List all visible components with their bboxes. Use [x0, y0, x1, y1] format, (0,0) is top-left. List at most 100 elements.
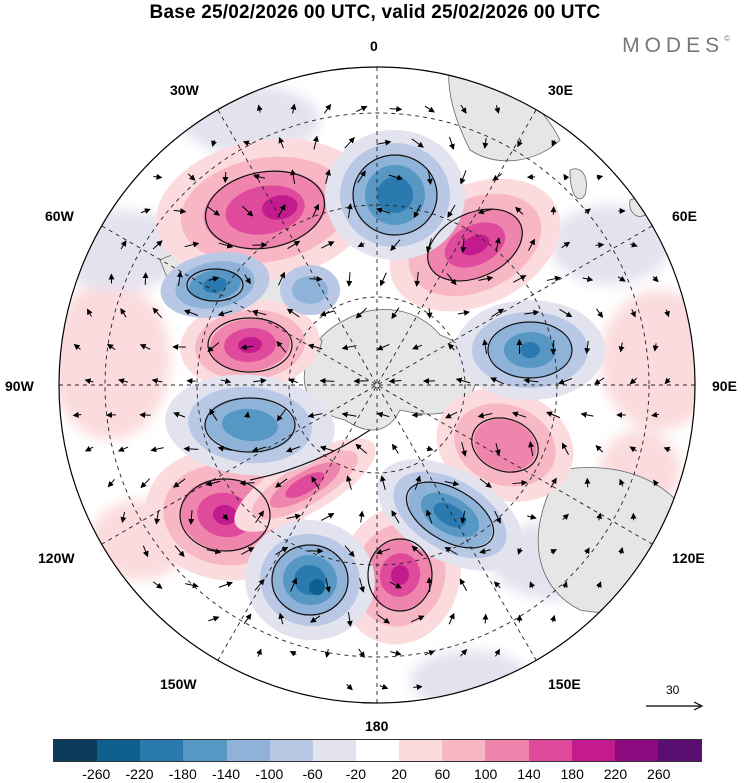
- wind-vector: [84, 378, 94, 385]
- wind-vector: [84, 445, 94, 452]
- wind-vector: [561, 581, 568, 589]
- wind-vector: [172, 478, 186, 488]
- wind-vector: [584, 340, 591, 355]
- wind-vector: [319, 377, 335, 384]
- wind-vector: [490, 377, 505, 385]
- wind-vector: [455, 377, 471, 384]
- wind-vector: [444, 480, 460, 487]
- wind-vector: [391, 307, 400, 320]
- wind-vector: [376, 207, 391, 214]
- colorbar-swatch: [528, 740, 572, 761]
- colorbar-tick-label: -220: [125, 766, 154, 782]
- anomaly-centre: [180, 299, 320, 391]
- wind-vector: [275, 546, 289, 556]
- wind-vector: [142, 545, 149, 558]
- wind-vector: [482, 613, 489, 624]
- wind-vector: [524, 309, 540, 316]
- wind-vector: [414, 475, 421, 490]
- wind-vector: [321, 513, 335, 521]
- colorbar-swatch: [54, 740, 98, 761]
- wind-vector: [323, 103, 332, 114]
- wind-vector: [461, 442, 467, 457]
- wind-vector: [492, 173, 503, 181]
- wind-vector: [379, 272, 387, 287]
- wind-vector: [515, 206, 524, 215]
- wind-vector: [629, 446, 637, 453]
- wind-vector: [87, 308, 93, 317]
- wind-vector: [375, 548, 391, 555]
- wind-vector: [459, 170, 467, 185]
- wind-vector: [307, 412, 323, 419]
- wind-vector: [376, 411, 390, 418]
- wind-vector: [477, 412, 493, 419]
- wind-vector: [256, 104, 263, 113]
- wind-vector: [120, 307, 127, 318]
- madagascar: [569, 168, 587, 200]
- wind-vector: [217, 310, 233, 317]
- wind-vector: [380, 475, 386, 490]
- wind-vector: [222, 172, 229, 183]
- wind-vector: [460, 648, 468, 657]
- wind-vector: [651, 411, 659, 418]
- colorbar-tick-label: 220: [603, 766, 628, 782]
- wind-vector: [389, 106, 403, 113]
- colorbar-tick-label: 100: [473, 766, 498, 782]
- lon-label-90e: 90E: [712, 378, 737, 394]
- wind-vector: [528, 441, 535, 456]
- wind-vector: [358, 510, 365, 523]
- colorbar-swatch: [485, 740, 529, 761]
- wind-vector: [358, 648, 365, 658]
- wind-vector: [653, 479, 659, 487]
- lon-label-180: 180: [365, 718, 389, 734]
- wind-vector: [583, 547, 590, 555]
- wind-vector: [211, 139, 217, 147]
- wind-vector: [390, 239, 401, 252]
- wind-vector: [460, 104, 467, 114]
- wind-vector: [286, 513, 302, 520]
- contour-lines: [179, 154, 573, 616]
- wind-vector: [207, 206, 220, 216]
- wind-vector: [139, 344, 151, 350]
- lon-label-60w: 60W: [45, 208, 74, 224]
- wind-vector: [355, 443, 368, 454]
- wind-vector: [460, 237, 467, 253]
- wind-vector: [557, 378, 573, 385]
- wind-vector: [494, 648, 500, 657]
- lon-label-60e: 60E: [672, 208, 697, 224]
- wind-vector: [183, 309, 199, 316]
- wind-vector: [619, 478, 625, 487]
- wind-vector: [106, 343, 116, 350]
- wind-vector: [595, 242, 605, 249]
- wind-vector: [389, 581, 402, 589]
- wind-vector: [447, 204, 456, 218]
- wind-vector: [241, 547, 255, 555]
- wind-vector: [390, 650, 402, 656]
- lon-label-0: 0: [370, 38, 378, 54]
- wind-vector: [120, 240, 127, 250]
- wind-vector: [663, 446, 671, 453]
- wind-vector: [494, 104, 501, 114]
- wind-vector: [151, 378, 163, 384]
- wind-vector: [448, 612, 455, 625]
- wind-vector: [173, 411, 186, 418]
- wind-vector: [561, 241, 571, 249]
- colorbar-swatch: [614, 740, 658, 761]
- wind-vector: [285, 446, 301, 453]
- wind-vector: [120, 511, 127, 524]
- wind-vector: [173, 208, 187, 215]
- wind-vector: [596, 308, 604, 318]
- wind-vector: [411, 138, 424, 148]
- wind-vector: [118, 378, 129, 385]
- wind-vector: [105, 411, 116, 418]
- wind-vector: [255, 510, 265, 524]
- colorbar-swatch: [183, 740, 227, 761]
- wind-vector: [276, 340, 287, 353]
- wind-vector: [546, 411, 561, 419]
- wind-vector: [446, 273, 457, 286]
- wind-vector: [550, 614, 556, 623]
- wind-vector: [426, 238, 433, 253]
- wind-vector: [459, 578, 468, 592]
- wind-vector: [154, 510, 161, 525]
- wind-vector: [187, 173, 196, 181]
- wind-vector: [188, 509, 195, 525]
